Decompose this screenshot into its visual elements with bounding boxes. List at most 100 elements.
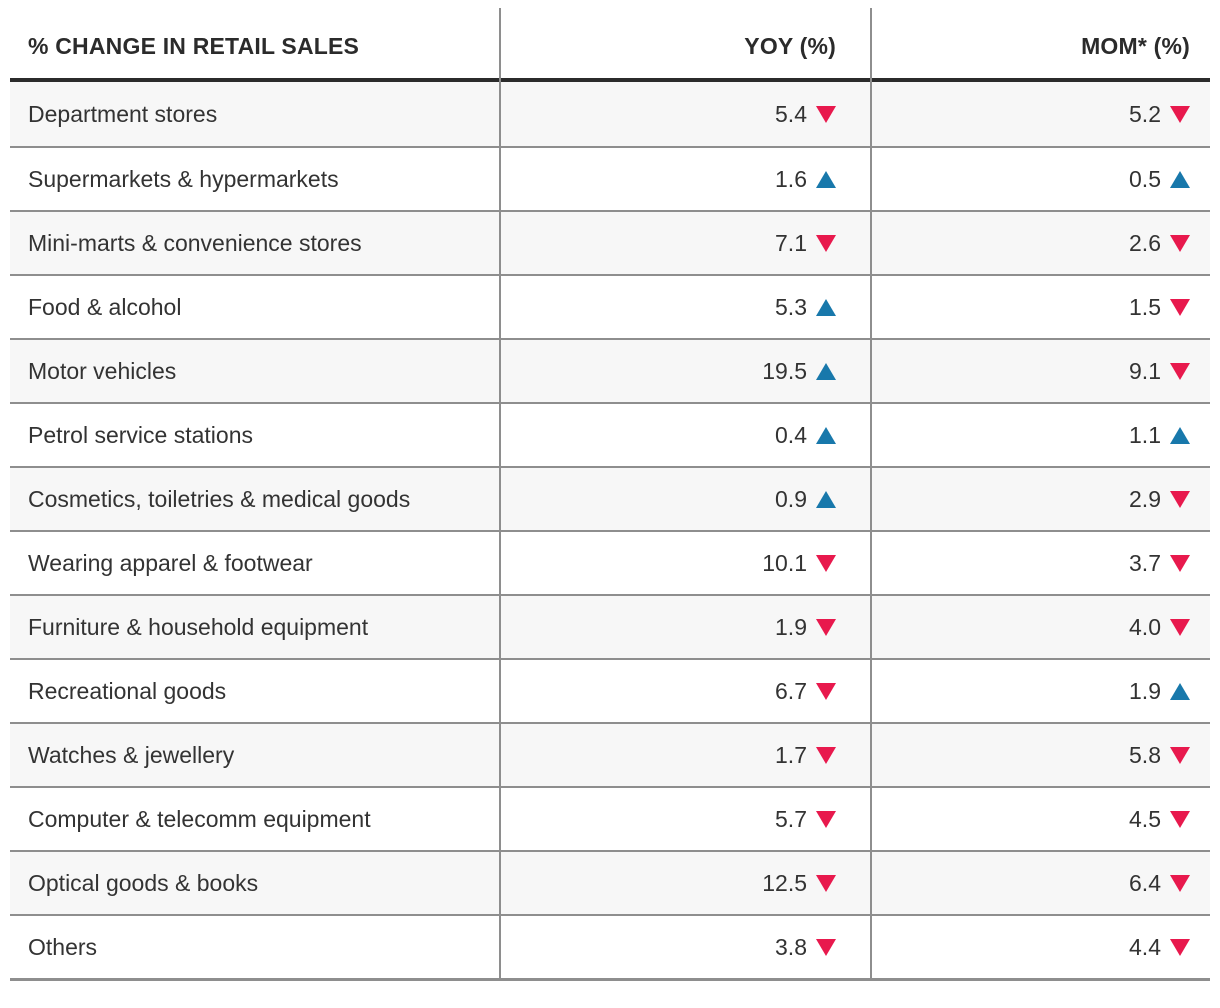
yoy-value: 0.9	[775, 485, 807, 512]
header-yoy: YOY (%)	[499, 0, 870, 82]
down-triangle-icon	[816, 554, 836, 572]
retail-sales-table: % CHANGE IN RETAIL SALES YOY (%) MOM* (%…	[10, 0, 1210, 981]
table-row: Furniture & household equipment 1.9 4.0	[10, 594, 1210, 658]
table-row: Recreational goods 6.7 1.9	[10, 658, 1210, 722]
mom-value: 2.9	[1129, 485, 1161, 512]
up-triangle-icon	[1170, 682, 1190, 700]
category-label: Computer & telecomm equipment	[28, 805, 371, 832]
category-label: Watches & jewellery	[28, 741, 235, 768]
up-triangle-icon	[816, 490, 836, 508]
category-label: Motor vehicles	[28, 357, 177, 384]
mom-value: 0.5	[1129, 165, 1161, 192]
down-triangle-icon	[1170, 746, 1190, 764]
mom-value-cell: 4.4	[870, 916, 1210, 978]
yoy-value: 1.9	[775, 613, 807, 640]
mom-value-cell: 2.6	[870, 212, 1210, 274]
yoy-value-cell: 19.5	[499, 340, 870, 402]
yoy-value-cell: 12.5	[499, 852, 870, 914]
down-triangle-icon	[1170, 874, 1190, 892]
yoy-value: 1.7	[775, 741, 807, 768]
yoy-value: 6.7	[775, 677, 807, 704]
table-row: Motor vehicles 19.5 9.1	[10, 338, 1210, 402]
up-triangle-icon	[816, 362, 836, 380]
mom-value-cell: 5.2	[870, 82, 1210, 146]
mom-value: 4.4	[1129, 933, 1161, 960]
up-triangle-icon	[816, 298, 836, 316]
down-triangle-icon	[816, 810, 836, 828]
up-triangle-icon	[1170, 426, 1190, 444]
category-label: Mini-marts & convenience stores	[28, 229, 362, 256]
down-triangle-icon	[816, 682, 836, 700]
table-row: Optical goods & books 12.5 6.4	[10, 850, 1210, 914]
table-row: Cosmetics, toiletries & medical goods 0.…	[10, 466, 1210, 530]
yoy-value-cell: 0.4	[499, 404, 870, 466]
table-row: Petrol service stations 0.4 1.1	[10, 402, 1210, 466]
category-label: Optical goods & books	[28, 869, 259, 896]
yoy-value: 0.4	[775, 421, 807, 448]
header-category: % CHANGE IN RETAIL SALES	[28, 32, 360, 59]
yoy-value: 12.5	[762, 869, 807, 896]
mom-value: 1.1	[1129, 421, 1161, 448]
mom-value-cell: 9.1	[870, 340, 1210, 402]
table-row: Others 3.8 4.4	[10, 914, 1210, 978]
table-row: Department stores 5.4 5.2	[10, 82, 1210, 146]
yoy-value: 5.4	[775, 100, 807, 127]
category-label: Supermarkets & hypermarkets	[28, 165, 339, 192]
down-triangle-icon	[1170, 490, 1190, 508]
yoy-value-cell: 5.3	[499, 276, 870, 338]
mom-value-cell: 1.9	[870, 660, 1210, 722]
down-triangle-icon	[1170, 105, 1190, 123]
table-row: Supermarkets & hypermarkets 1.6 0.5	[10, 146, 1210, 210]
yoy-value-cell: 1.6	[499, 148, 870, 210]
table-row: Food & alcohol 5.3 1.5	[10, 274, 1210, 338]
category-label: Furniture & household equipment	[28, 613, 369, 640]
down-triangle-icon	[816, 105, 836, 123]
category-label: Wearing apparel & footwear	[28, 549, 313, 576]
mom-value: 3.7	[1129, 549, 1161, 576]
down-triangle-icon	[816, 874, 836, 892]
yoy-value-cell: 5.7	[499, 788, 870, 850]
down-triangle-icon	[1170, 554, 1190, 572]
down-triangle-icon	[1170, 810, 1190, 828]
category-label: Others	[28, 933, 98, 960]
mom-value-cell: 4.5	[870, 788, 1210, 850]
down-triangle-icon	[1170, 298, 1190, 316]
down-triangle-icon	[816, 234, 836, 252]
yoy-value: 5.7	[775, 805, 807, 832]
mom-value-cell: 5.8	[870, 724, 1210, 786]
mom-value: 4.5	[1129, 805, 1161, 832]
table-row: Computer & telecomm equipment 5.7 4.5	[10, 786, 1210, 850]
yoy-value: 7.1	[775, 229, 807, 256]
table-row: Watches & jewellery 1.7 5.8	[10, 722, 1210, 786]
yoy-value-cell: 3.8	[499, 916, 870, 978]
down-triangle-icon	[816, 746, 836, 764]
yoy-value-cell: 5.4	[499, 82, 870, 146]
mom-value: 2.6	[1129, 229, 1161, 256]
mom-value: 5.2	[1129, 100, 1161, 127]
table-body: Department stores 5.4 5.2 Supermarkets &…	[10, 82, 1210, 978]
yoy-value: 1.6	[775, 165, 807, 192]
mom-value-cell: 1.1	[870, 404, 1210, 466]
down-triangle-icon	[1170, 362, 1190, 380]
yoy-value-cell: 6.7	[499, 660, 870, 722]
yoy-value-cell: 0.9	[499, 468, 870, 530]
table-row: Wearing apparel & footwear 10.1 3.7	[10, 530, 1210, 594]
mom-value: 4.0	[1129, 613, 1161, 640]
mom-value: 6.4	[1129, 869, 1161, 896]
mom-value: 9.1	[1129, 357, 1161, 384]
header-mom: MOM* (%)	[870, 0, 1210, 82]
mom-value: 1.9	[1129, 677, 1161, 704]
category-label: Food & alcohol	[28, 293, 182, 320]
up-triangle-icon	[816, 170, 836, 188]
category-label: Recreational goods	[28, 677, 227, 704]
yoy-value: 3.8	[775, 933, 807, 960]
yoy-value-cell: 10.1	[499, 532, 870, 594]
table-row: Mini-marts & convenience stores 7.1 2.6	[10, 210, 1210, 274]
yoy-value: 19.5	[762, 357, 807, 384]
category-label: Cosmetics, toiletries & medical goods	[28, 485, 411, 512]
mom-value-cell: 3.7	[870, 532, 1210, 594]
mom-value-cell: 1.5	[870, 276, 1210, 338]
mom-value-cell: 4.0	[870, 596, 1210, 658]
down-triangle-icon	[816, 938, 836, 956]
